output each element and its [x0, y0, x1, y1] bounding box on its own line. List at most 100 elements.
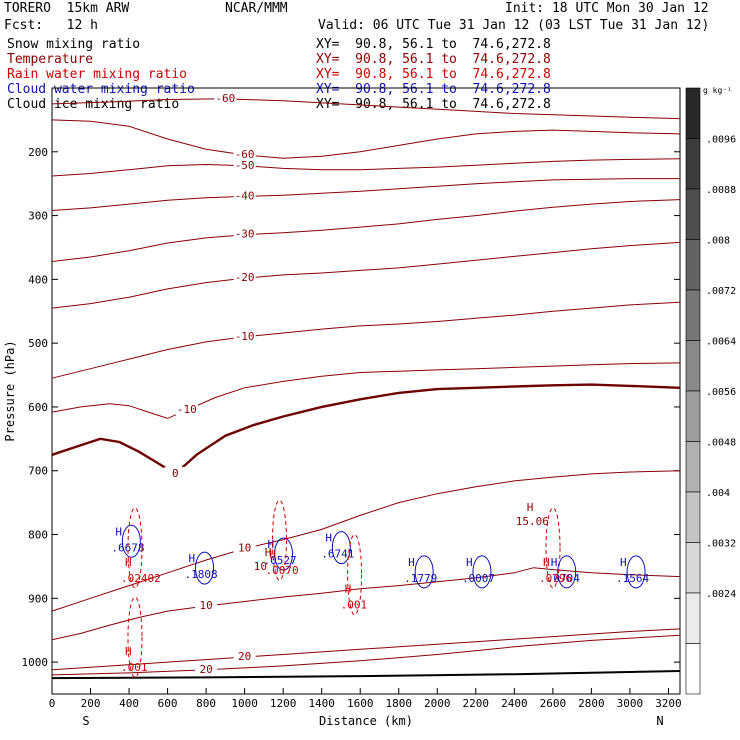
- cloud-water-high-marker-2: H: [268, 538, 275, 551]
- colorbar-cell-4: [685, 289, 701, 341]
- plot-frame: [51, 87, 681, 695]
- cloud-water-max-value-5: .0007: [462, 572, 495, 585]
- rain-water-high-marker-0: H: [125, 556, 132, 569]
- x-tick-label-6: 1200: [270, 697, 297, 710]
- cloud-water-contour-4: [414, 555, 434, 589]
- temperature-contour-label-bg-5: [233, 271, 256, 284]
- temperature-contour-2: [51, 158, 681, 177]
- field-label-cloud-water: Cloud water mixing ratio: [7, 82, 195, 97]
- rain-water-max-value-4: .0796: [539, 572, 572, 585]
- colorbar-label-9: .0024: [706, 589, 736, 600]
- cloud-water-contour-3: [331, 531, 351, 565]
- temperature-contour-label-bg-8: [175, 403, 198, 416]
- start-label: S: [82, 714, 89, 728]
- colorbar-cell-10: [685, 592, 701, 644]
- colorbar-label-0: .0096: [706, 135, 736, 146]
- field-label-temperature: Temperature: [7, 52, 94, 67]
- temperature-contour-7: [51, 383, 681, 476]
- x-axis-label: Distance (km): [319, 714, 413, 728]
- temperature-contour-label-bg-1: [214, 91, 237, 104]
- x-tick-label-12: 2400: [501, 697, 528, 710]
- cloud-water-high-marker-6: H: [551, 556, 558, 569]
- temperature-contour-label-7: 0: [172, 467, 179, 480]
- cloud-water-max-value-7: .1564: [616, 572, 649, 585]
- y-tick-label-0: 200: [28, 146, 48, 159]
- rain-water-max-value-0: .02402: [121, 572, 161, 585]
- end-label: N: [656, 714, 663, 728]
- y-tick-label-7: 900: [28, 592, 48, 605]
- temperature-contour-label-bg-2: [233, 158, 256, 171]
- y-axis-label: Pressure (hPa): [3, 340, 17, 441]
- x-tick-label-13: 2600: [540, 697, 567, 710]
- cloud-water-max-value-6: .0704: [547, 572, 580, 585]
- cloud-water-max-value-3: .6741: [321, 548, 354, 561]
- valid-time: Valid: 06 UTC Tue 31 Jan 12 (03 LST Tue …: [318, 18, 710, 33]
- cloud-water-contour-2: [274, 537, 294, 571]
- cloud-water-high-marker-1: H: [189, 552, 196, 565]
- y-tick-label-1: 300: [28, 210, 48, 223]
- temperature-contour-label-4: -30: [235, 228, 255, 241]
- cloud-water-high-marker-3: H: [325, 532, 332, 545]
- y-tick-label-4: 600: [28, 401, 48, 414]
- colorbar-cell-3: [685, 239, 701, 291]
- colorbar-cell-7: [685, 441, 701, 493]
- y-tick-label-2: 400: [28, 273, 48, 286]
- x-tick-label-15: 3000: [617, 697, 644, 710]
- forecast-hour: Fcst: 12 h: [4, 18, 98, 33]
- y-tick-label-5: 700: [28, 465, 48, 478]
- temperature-contour-label-2: -50: [235, 159, 255, 172]
- x-tick-label-0: 0: [49, 697, 56, 710]
- x-tick-label-8: 1600: [347, 697, 374, 710]
- colorbar-cell-6: [685, 390, 701, 442]
- temperature-contour-label-10: 10: [199, 599, 212, 612]
- field-label-cloud-ice: Cloud ice mixing ratio: [7, 97, 180, 112]
- temperature-contour-10: [51, 567, 681, 641]
- cloud-water-contour-0: [121, 524, 141, 558]
- temperature-contour-label-9: 10: [238, 542, 251, 555]
- temperature-contour-12: [51, 634, 681, 676]
- rain-water-contour-3: [271, 499, 287, 581]
- x-tick-label-1: 200: [81, 697, 101, 710]
- temperature-contour-label-6: -10: [235, 330, 255, 343]
- cloud-water-contour-5: [472, 555, 492, 589]
- colorbar-cell-1: [685, 138, 701, 190]
- y-tick-label-6: 800: [28, 529, 48, 542]
- colorbar-label-6: .0048: [706, 438, 736, 449]
- temperature-contour-label-bg-3: [233, 189, 256, 202]
- temperature-contour-9: [51, 470, 681, 612]
- colorbar-label-2: .008: [706, 236, 730, 247]
- rain-water-contour-4: [545, 507, 561, 589]
- model-title: TORERO 15km ARW: [4, 1, 130, 16]
- temperature-contour-label-5: -20: [235, 271, 255, 284]
- temperature-contour-label-0: -60: [235, 148, 255, 161]
- temperature-contour-3: [51, 178, 680, 211]
- cloud-water-high-marker-7: H: [620, 556, 627, 569]
- temperature-contour-label-bg-12: [195, 662, 218, 675]
- temperature-contour-label-bg-7: [164, 466, 187, 479]
- temperature-max-value-1: 10: [254, 560, 267, 573]
- cloud-water-contour-7: [626, 555, 646, 589]
- field-label-rain: Rain water mixing ratio: [7, 67, 188, 82]
- x-tick-label-9: 1800: [385, 697, 412, 710]
- cloud-water-high-marker-0: H: [115, 525, 122, 538]
- colorbar-cell-9: [685, 542, 701, 594]
- temperature-contour-label-3: -40: [235, 189, 255, 202]
- colorbar-cell-8: [685, 491, 701, 543]
- x-tick-label-3: 600: [158, 697, 178, 710]
- temperature-contour-label-bg-0: [233, 147, 256, 160]
- temperature-contour-11: [51, 628, 681, 671]
- x-tick-label-14: 2800: [578, 697, 605, 710]
- x-tick-label-7: 1400: [308, 697, 335, 710]
- temperature-contour-label-12: 20: [199, 663, 212, 676]
- temperature-max-value-0: 15.06: [516, 515, 549, 528]
- rain-water-max-value-2: .001: [121, 661, 148, 674]
- x-tick-label-4: 800: [196, 697, 216, 710]
- temperature-contour-0: [51, 119, 681, 159]
- colorbar-cell-2: [685, 188, 701, 240]
- x-tick-label-5: 1000: [231, 697, 258, 710]
- x-tick-label-10: 2000: [424, 697, 451, 710]
- cloud-water-high-marker-5: H: [466, 556, 473, 569]
- colorbar-label-8: .0032: [706, 539, 736, 550]
- x-tick-label-2: 400: [119, 697, 139, 710]
